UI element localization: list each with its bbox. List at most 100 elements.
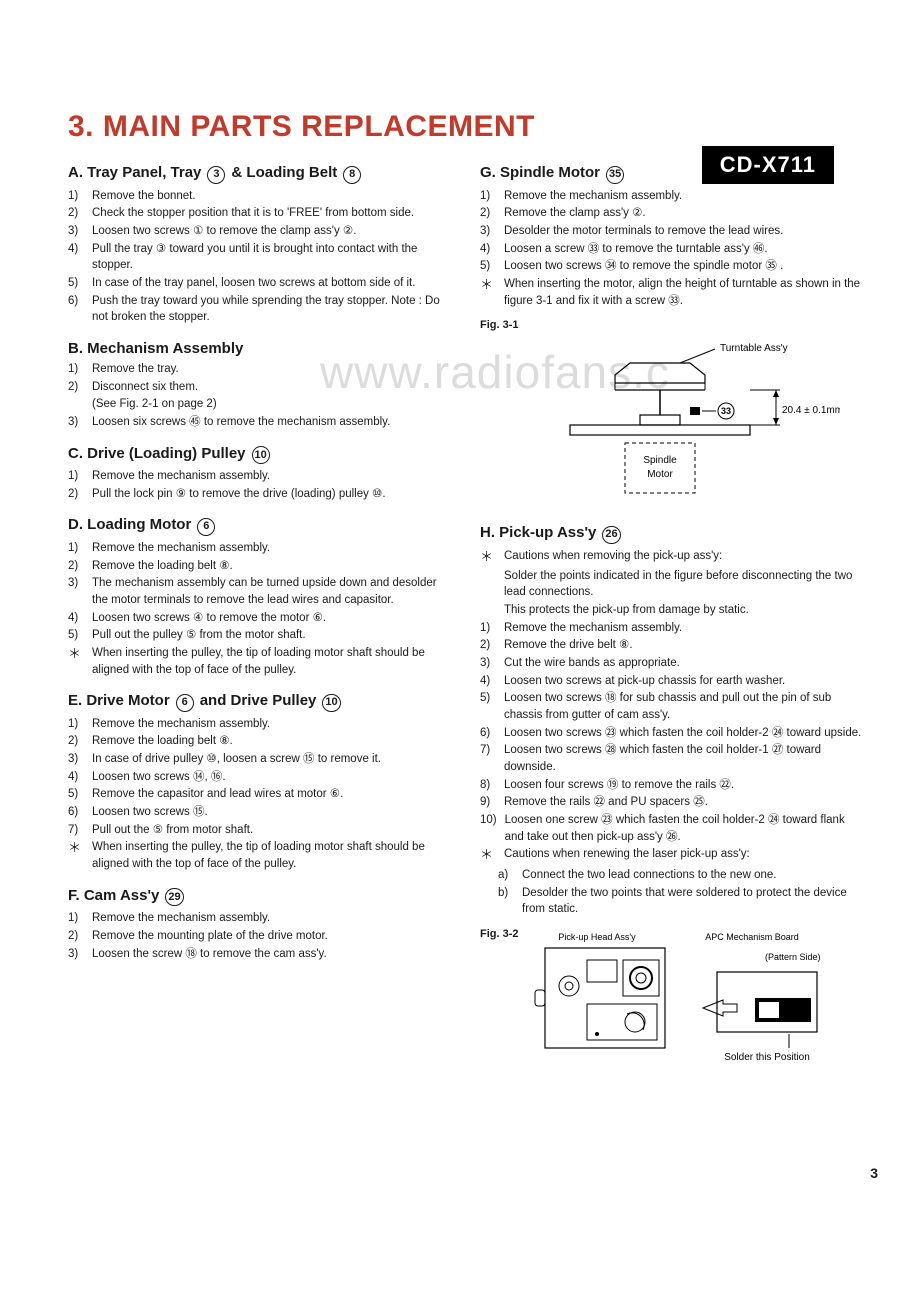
list-num: 2) [68, 205, 84, 222]
list-text: Loosen two screws ① to remove the clamp … [92, 223, 452, 240]
list-num: 3) [68, 575, 84, 608]
list-text: Loosen two screws ㉞ to remove the spindl… [504, 258, 864, 275]
list-text: When inserting the pulley, the tip of lo… [92, 645, 452, 678]
list-text: Pull the tray ③ toward you until it is b… [92, 241, 452, 274]
list-text: Desolder the two points that were solder… [522, 885, 864, 918]
list-text: Remove the capasitor and lead wires at m… [92, 786, 452, 803]
list-num: 5) [480, 258, 496, 275]
section-H-title-pre: H. Pick-up Ass'y [480, 524, 596, 541]
list-num [480, 602, 496, 619]
list-text: Loosen two screws at pick-up chassis for… [504, 673, 864, 690]
section-F-list: 1)Remove the mechanism assembly. 2)Remov… [68, 910, 452, 962]
list-text: Remove the mechanism assembly. [92, 468, 452, 485]
section-F-head: F. Cam Ass'y 29 [68, 887, 452, 907]
list-text: Loosen two screws ⑭, ⑯. [92, 769, 452, 786]
list-num: 6) [68, 804, 84, 821]
list-text: Push the tray toward you while sprending… [92, 293, 452, 326]
list-num: ＊ [480, 548, 496, 567]
section-D-title-pre: D. Loading Motor [68, 516, 191, 533]
list-num: 5) [480, 690, 496, 723]
list-text: Loosen two screws ㉘ which fasten the coi… [504, 742, 864, 775]
fig31-turntable-label: Turntable Ass'y [720, 343, 788, 354]
list-num: 2) [68, 379, 84, 396]
section-F-title-pre: F. Cam Ass'y [68, 887, 159, 904]
section-A-title-pre: A. Tray Panel, Tray [68, 164, 201, 181]
list-num: 1) [480, 188, 496, 205]
list-text: Loosen two screws ㉓ which fasten the coi… [504, 725, 864, 742]
section-E-head: E. Drive Motor 6 and Drive Pulley 10 [68, 692, 452, 712]
ref-circle-icon: 10 [322, 694, 340, 712]
list-num: a) [498, 867, 514, 884]
list-num: 1) [68, 468, 84, 485]
section-B-title: B. Mechanism Assembly [68, 340, 243, 357]
list-num: 2) [480, 637, 496, 654]
list-num: 9) [480, 794, 496, 811]
list-text: Remove the mechanism assembly. [92, 910, 452, 927]
list-num: 3) [480, 223, 496, 240]
list-text: In case of drive pulley ⑩, loosen a scre… [92, 751, 452, 768]
fig32-pattern-label: (Pattern Side) [765, 952, 821, 962]
list-text: Remove the drive belt ⑧. [504, 637, 864, 654]
list-text: Remove the mechanism assembly. [92, 716, 452, 733]
section-B-list: 1)Remove the tray. 2)Disconnect six them… [68, 361, 452, 431]
list-num: 2) [68, 486, 84, 503]
section-G-title-pre: G. Spindle Motor [480, 164, 600, 181]
list-text: The mechanism assembly can be turned ups… [92, 575, 452, 608]
list-num: 7) [480, 742, 496, 775]
list-text: Loosen two screws ⑮. [92, 804, 452, 821]
list-text: In case of the tray panel, loosen two sc… [92, 275, 452, 292]
list-text: Loosen two screws ⑱ for sub chassis and … [504, 690, 864, 723]
fig31-dim: 20.4 ± 0.1mm [782, 405, 840, 416]
list-num: 4) [480, 241, 496, 258]
list-num: 3) [68, 946, 84, 963]
list-num: ＊ [68, 839, 84, 872]
list-num: 4) [68, 769, 84, 786]
list-num: b) [498, 885, 514, 918]
list-text: This protects the pick-up from damage by… [504, 602, 864, 619]
ref-circle-icon: 3 [207, 166, 225, 184]
section-H-sublist: a)Connect the two lead connections to th… [480, 867, 864, 918]
section-C-head: C. Drive (Loading) Pulley 10 [68, 445, 452, 465]
list-num: 4) [68, 610, 84, 627]
list-num: 2) [68, 733, 84, 750]
list-text: Remove the loading belt ⑧. [92, 558, 452, 575]
list-text: Remove the bonnet. [92, 188, 452, 205]
section-A-list: 1)Remove the bonnet. 2)Check the stopper… [68, 188, 452, 326]
list-num: ＊ [480, 846, 496, 865]
list-text: When inserting the pulley, the tip of lo… [92, 839, 452, 872]
list-text: Loosen a screw ㉝ to remove the turntable… [504, 241, 864, 258]
list-text: Loosen six screws ㊺ to remove the mechan… [92, 414, 452, 431]
list-num: 8) [480, 777, 496, 794]
list-num: 3) [68, 223, 84, 240]
list-text: Pull the lock pin ⑨ to remove the drive … [92, 486, 452, 503]
ref-circle-icon: 6 [197, 518, 215, 536]
list-num [480, 568, 496, 601]
list-text: Remove the tray. [92, 361, 452, 378]
list-num: 3) [68, 751, 84, 768]
section-E-title-mid: and Drive Pulley [200, 692, 317, 709]
list-text: Loosen the screw ⑱ to remove the cam ass… [92, 946, 452, 963]
list-text: Remove the mounting plate of the drive m… [92, 928, 452, 945]
list-text: Pull out the pulley ⑤ from the motor sha… [92, 627, 452, 644]
list-text: Loosen two screws ④ to remove the motor … [92, 610, 452, 627]
section-D-head: D. Loading Motor 6 [68, 516, 452, 536]
right-column: G. Spindle Motor 35 1)Remove the mechani… [480, 150, 864, 1085]
section-H-head: H. Pick-up Ass'y 26 [480, 524, 864, 544]
list-num: 7) [68, 822, 84, 839]
section-A-title-mid: & Loading Belt [231, 164, 337, 181]
list-text: Cautions when renewing the laser pick-up… [504, 846, 864, 865]
ref-circle-icon: 26 [602, 526, 620, 544]
list-num: 10) [480, 812, 497, 845]
ref-circle-icon: 6 [176, 694, 194, 712]
section-B-head: B. Mechanism Assembly [68, 340, 452, 357]
list-text: Desolder the motor terminals to remove t… [504, 223, 864, 240]
section-H-list: 1)Remove the mechanism assembly. 2)Remov… [480, 620, 864, 866]
list-num: 3) [68, 414, 84, 431]
list-num: 3) [480, 655, 496, 672]
section-C-title-pre: C. Drive (Loading) Pulley [68, 445, 246, 462]
list-num: 2) [68, 928, 84, 945]
list-num: ＊ [480, 276, 496, 309]
model-badge: CD-X711 [702, 146, 834, 184]
section-E-title-pre: E. Drive Motor [68, 692, 170, 709]
fig32-solder-label: Solder this Position [724, 1052, 810, 1063]
